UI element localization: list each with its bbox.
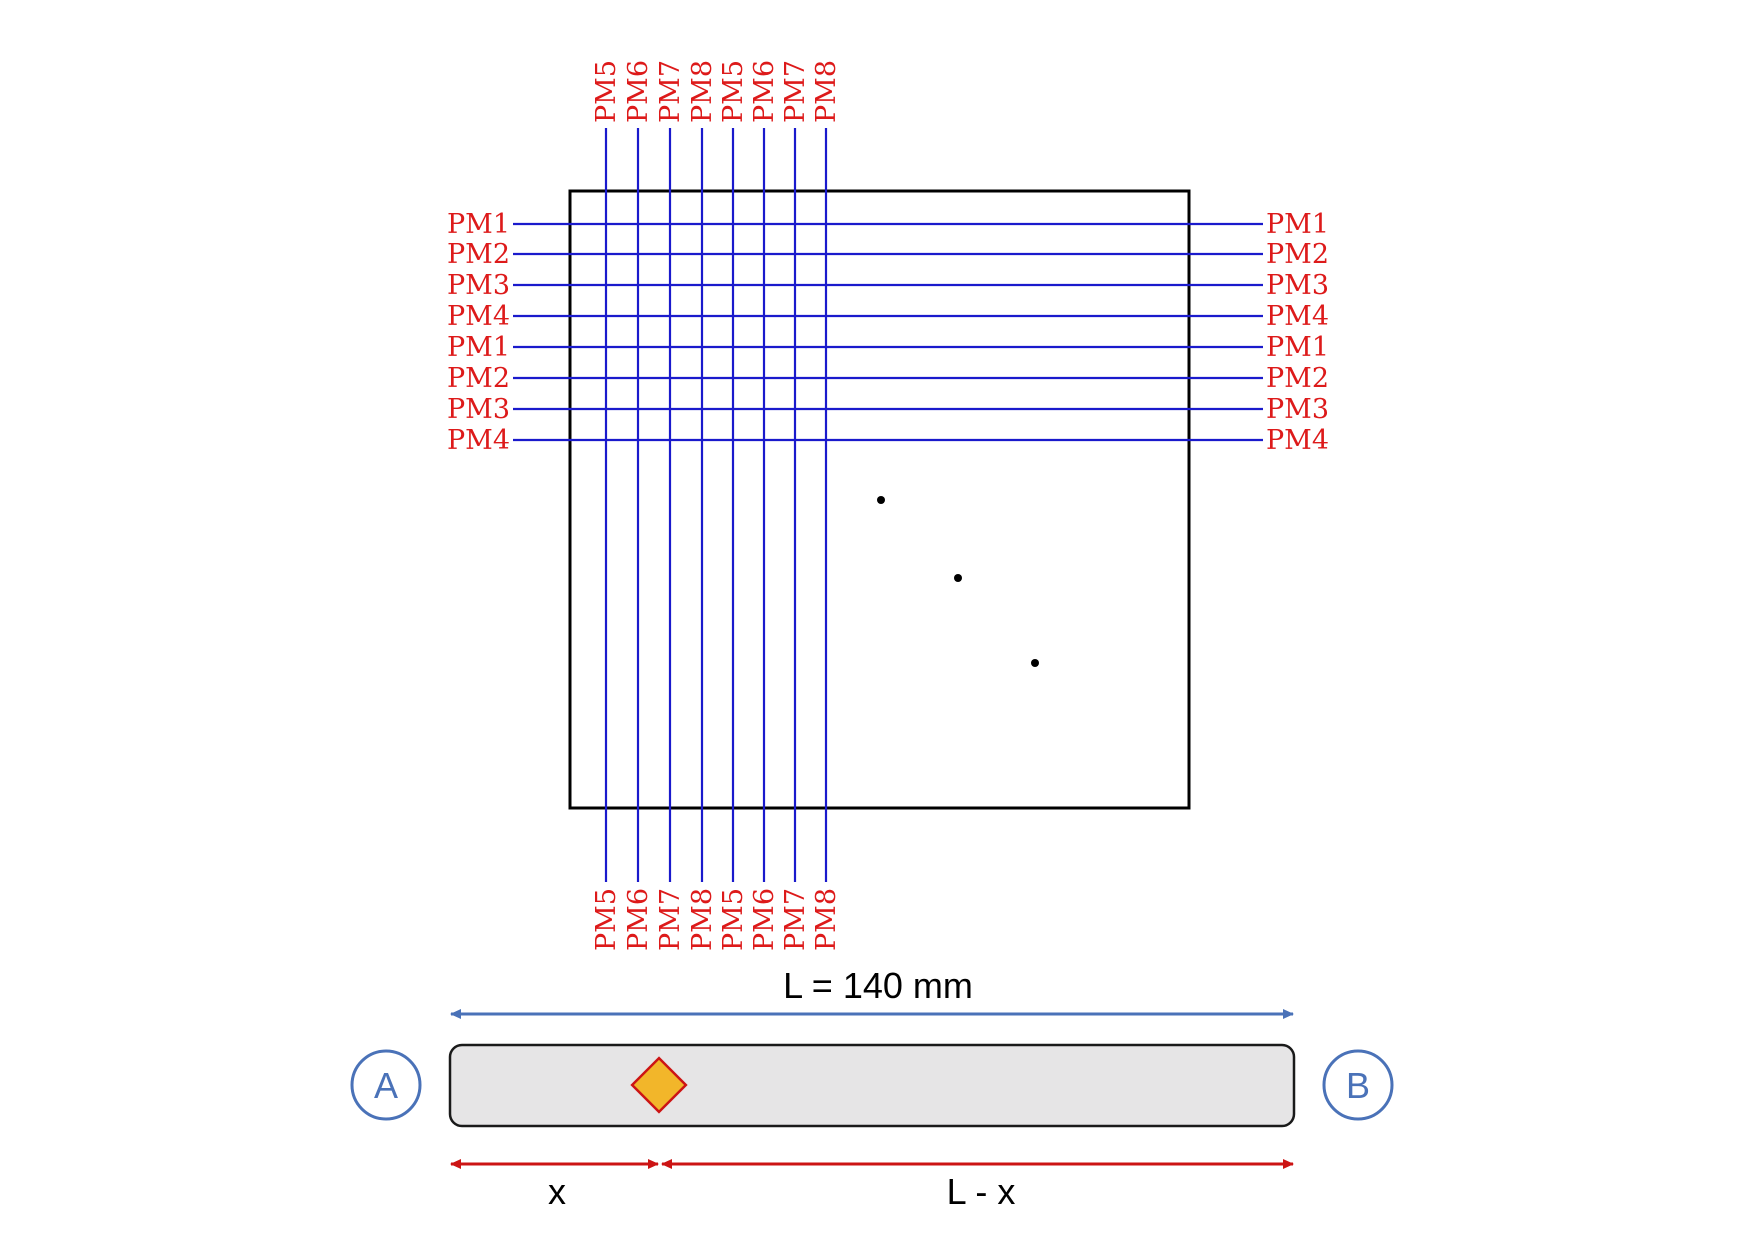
interaction-point: [954, 574, 962, 582]
endpoint-b-label: B: [1346, 1065, 1370, 1106]
pm-label-right: PM2: [1266, 239, 1329, 270]
endpoint-a-label: A: [374, 1065, 398, 1106]
pm-label-left: PM2: [447, 363, 510, 394]
pm-label-right: PM4: [1266, 425, 1329, 456]
endpoint-b-circle: [1322, 1049, 1394, 1121]
bottom-pm-labels: PM5 PM6 PM7 PM8 PM5 PM6 PM7 PM8: [591, 888, 842, 951]
horizontal-fibers: [513, 222, 1263, 442]
pm-label-right: PM1: [1266, 209, 1329, 240]
endpoint-a-circle: [350, 1049, 422, 1121]
pm-label-left: PM3: [447, 394, 510, 425]
scintillator-frame: [568, 189, 1191, 810]
pm-label-bottom: PM5: [718, 888, 749, 951]
pm-label-bottom: PM6: [623, 888, 654, 951]
pm-label-top: PM7: [655, 60, 686, 123]
pm-label-top: PM5: [591, 60, 622, 123]
pm-label-right: PM2: [1266, 363, 1329, 394]
pm-label-top: PM5: [718, 60, 749, 123]
pm-label-right: PM3: [1266, 394, 1329, 425]
pm-label-bottom: PM8: [687, 888, 718, 951]
pm-label-left: PM2: [447, 239, 510, 270]
pm-label-left: PM1: [447, 209, 510, 240]
interaction-point: [1031, 659, 1039, 667]
pm-label-bottom: PM7: [655, 888, 686, 951]
length-label: L = 140 mm: [783, 965, 973, 1006]
top-pm-labels: PM5 PM6 PM7 PM8 PM5 PM6 PM7 PM8: [591, 60, 842, 123]
interaction-point: [877, 496, 885, 504]
pm-label-bottom: PM5: [591, 888, 622, 951]
pm-label-left: PM4: [447, 301, 510, 332]
pm-label-right: PM3: [1266, 270, 1329, 301]
pm-label-top: PM8: [811, 60, 842, 123]
pm-label-top: PM6: [749, 60, 780, 123]
pm-label-left: PM3: [447, 270, 510, 301]
pm-label-top: PM7: [780, 60, 811, 123]
pm-label-right: PM1: [1266, 332, 1329, 363]
fiber-bar: [448, 1043, 1296, 1128]
vertical-fibers: [604, 128, 828, 882]
pm-label-left: PM4: [447, 425, 510, 456]
remainder-label: L - x: [947, 1171, 1016, 1212]
pm-label-top: PM8: [687, 60, 718, 123]
pm-label-bottom: PM6: [749, 888, 780, 951]
x-label: x: [548, 1171, 566, 1212]
pm-label-bottom: PM8: [811, 888, 842, 951]
pm-label-right: PM4: [1266, 301, 1329, 332]
light-source-marker: [630, 1056, 688, 1114]
pm-label-bottom: PM7: [780, 888, 811, 951]
pm-label-top: PM6: [623, 60, 654, 123]
pm-label-left: PM1: [447, 332, 510, 363]
